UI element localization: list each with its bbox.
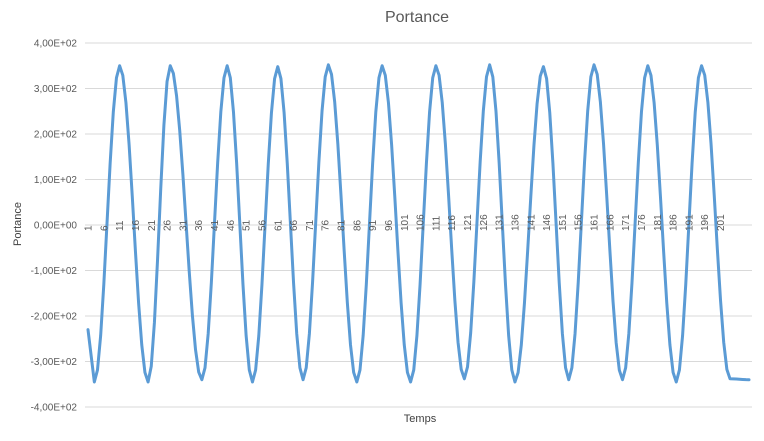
y-tick-label: -2,00E+02 <box>31 312 78 323</box>
y-tick-label: -3,00E+02 <box>31 357 78 368</box>
x-tick-label: 16 <box>131 219 142 231</box>
chart-title: Portance <box>385 9 449 26</box>
x-tick-label: 181 <box>653 214 664 231</box>
x-tick-label: 81 <box>337 219 348 231</box>
x-tick-label: 196 <box>700 214 711 231</box>
x-tick-label: 191 <box>684 214 695 231</box>
x-tick-label: 6 <box>99 225 110 231</box>
x-tick-label: 151 <box>558 214 569 231</box>
y-tick-label: 4,00E+02 <box>34 39 78 50</box>
x-tick-label: 136 <box>510 214 521 231</box>
x-tick-label: 91 <box>368 219 379 231</box>
x-tick-label: 46 <box>226 219 237 231</box>
x-tick-label: 126 <box>479 214 490 231</box>
x-tick-label: 66 <box>289 219 300 231</box>
y-tick-label: 3,00E+02 <box>34 84 78 95</box>
x-tick-label: 36 <box>194 219 205 231</box>
x-tick-label: 166 <box>605 214 616 231</box>
series-layer <box>86 63 751 384</box>
x-tick-label: 116 <box>447 215 458 231</box>
x-tick-label: 111 <box>431 215 442 231</box>
x-tick-label: 146 <box>542 214 553 231</box>
y-axis-title: Portance <box>12 202 24 246</box>
x-tick-label: 201 <box>716 214 727 231</box>
y-tick-label: 1,00E+02 <box>34 175 78 186</box>
x-tick-label: 61 <box>273 219 284 231</box>
series-line <box>86 63 751 384</box>
x-tick-label: 96 <box>384 219 395 231</box>
y-tick-label: 2,00E+02 <box>34 130 78 141</box>
x-tick-label: 106 <box>416 214 427 231</box>
y-tick-label: -1,00E+02 <box>31 266 78 277</box>
y-tick-label: -4,00E+02 <box>31 403 78 414</box>
x-axis-ticks: 1 6 11 16 21 26 31 36 41 46 51 56 61 66 71 76 81 86 91 96 10… <box>84 214 728 231</box>
x-tick-label: 1 <box>84 225 95 231</box>
x-tick-label: 156 <box>574 214 585 231</box>
x-tick-label: 71 <box>305 219 316 231</box>
y-axis-ticks: -4,00E+02 -3,00E+02 -2,00E+02 -1,00E+02 0,00… <box>31 39 78 414</box>
x-tick-label: 171 <box>621 214 632 231</box>
x-tick-label: 51 <box>242 219 253 231</box>
x-tick-label: 31 <box>178 219 189 231</box>
x-tick-label: 86 <box>352 219 363 231</box>
x-tick-label: 131 <box>495 214 506 231</box>
x-tick-label: 76 <box>321 219 332 231</box>
x-tick-label: 176 <box>637 214 648 231</box>
x-tick-label: 56 <box>257 219 268 231</box>
x-tick-label: 26 <box>163 219 174 231</box>
y-tick-label: 0,00E+00 <box>34 221 78 232</box>
x-tick-label: 121 <box>463 214 474 231</box>
x-tick-label: 11 <box>115 220 126 231</box>
x-tick-label: 101 <box>400 214 411 231</box>
x-tick-label: 141 <box>526 214 537 231</box>
x-tick-label: 161 <box>590 214 601 231</box>
x-tick-label: 186 <box>669 214 680 231</box>
x-axis-title: Temps <box>404 413 437 425</box>
x-tick-label: 41 <box>210 219 221 231</box>
x-tick-label: 21 <box>147 219 158 231</box>
